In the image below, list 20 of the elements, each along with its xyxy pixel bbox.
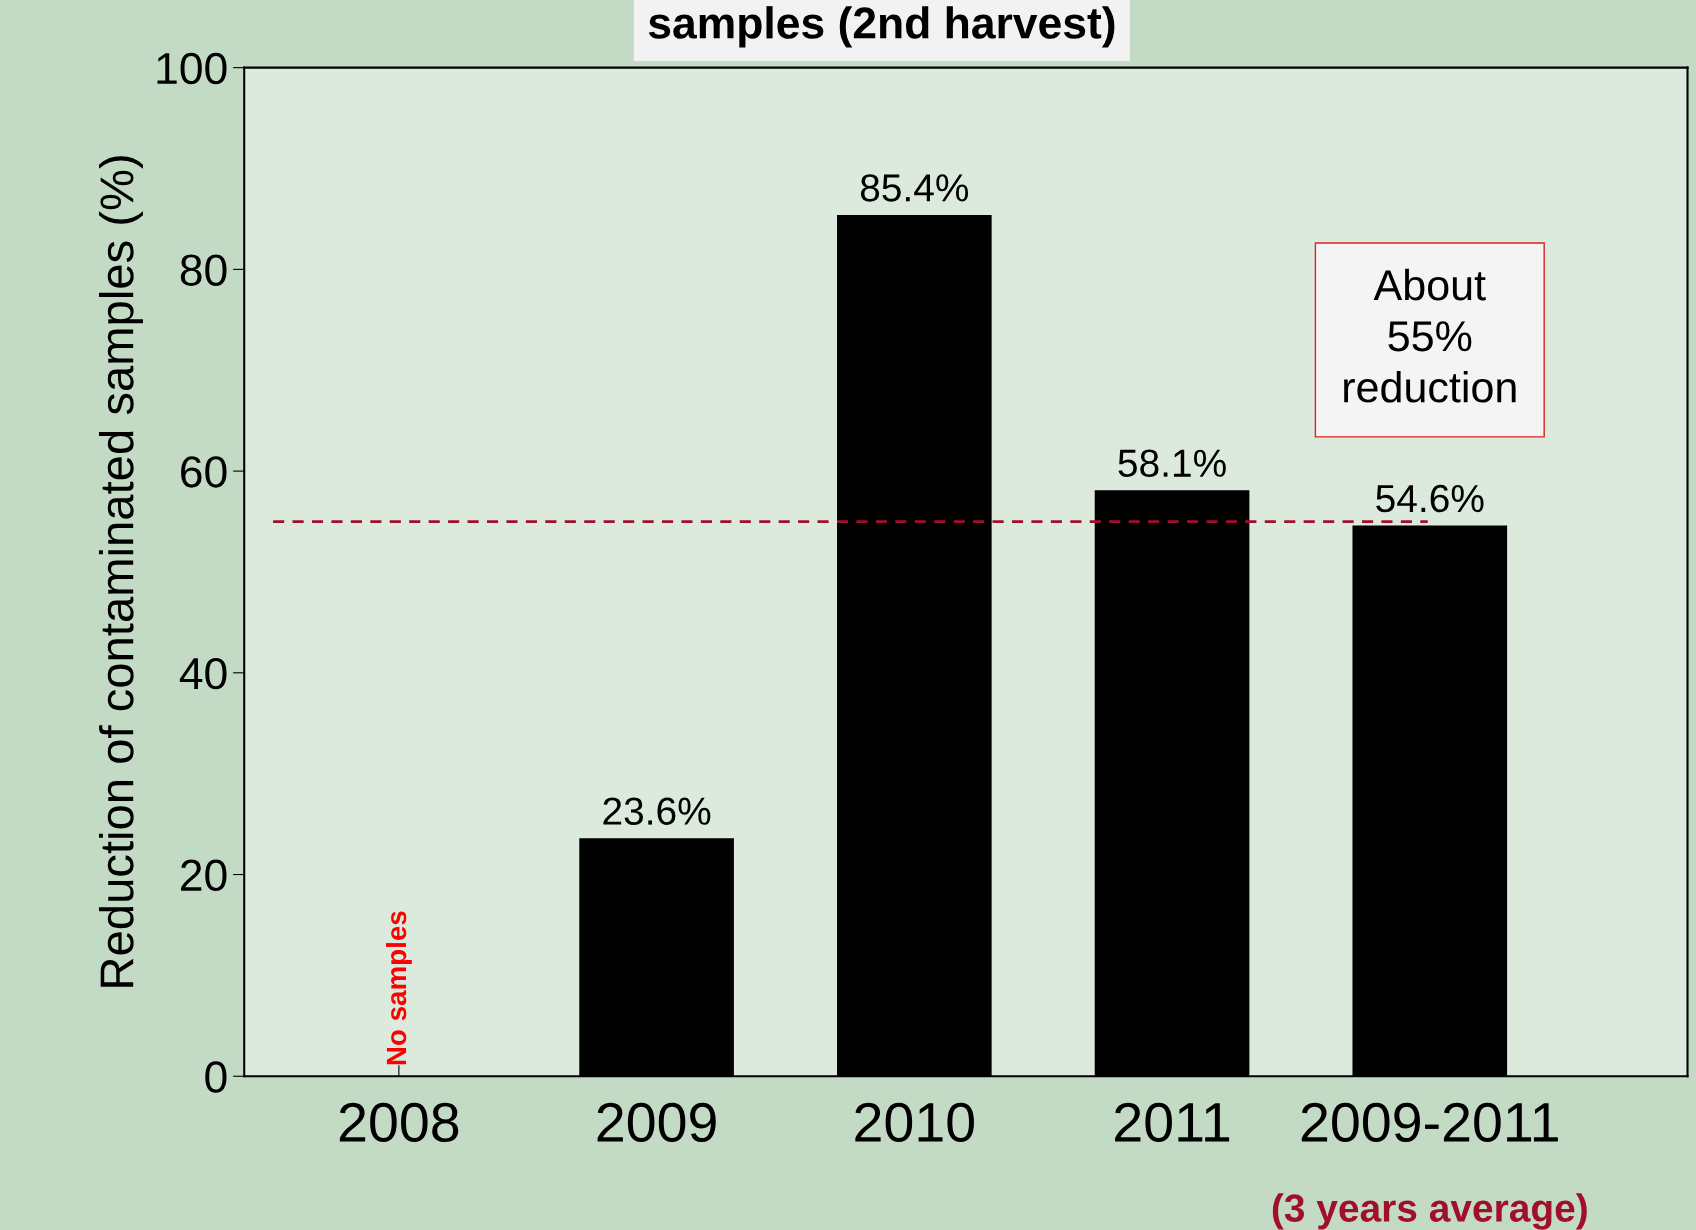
annotation: About 55% reduction <box>1344 268 1516 403</box>
annotation: No samples <box>385 911 412 1065</box>
y-axis-title: Reduction of contaminated samples (%) <box>98 156 143 987</box>
x-tick-label: 2010 <box>855 1102 974 1143</box>
y-tick-label: 100 <box>157 52 227 85</box>
y-tick-label: 60 <box>181 456 227 488</box>
data-label: 54.6% <box>1376 484 1484 513</box>
y-tick-label: 20 <box>181 859 227 892</box>
data-label: 85.4% <box>860 174 969 202</box>
x-tick-label: 2008 <box>339 1102 459 1143</box>
data-label: 58.1% <box>1118 449 1226 478</box>
x-tick-label: 2009-2011 <box>1301 1102 1558 1143</box>
y-tick-label: 0 <box>205 1061 227 1093</box>
y-tick-label: 80 <box>180 254 227 286</box>
y-tick-label: 40 <box>179 657 227 690</box>
x-tick-label: 2011 <box>1115 1102 1230 1143</box>
data-label: 23.6% <box>603 797 711 825</box>
text: (3 years average) <box>1272 1193 1587 1230</box>
chart-title: samples (2nd harvest) <box>648 6 1115 48</box>
x-tick-label: 2009 <box>597 1102 716 1143</box>
